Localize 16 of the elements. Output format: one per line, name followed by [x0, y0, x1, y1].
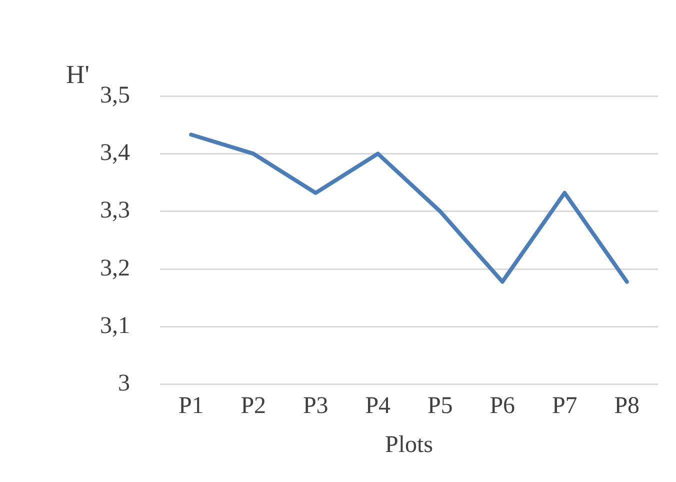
x-axis-title: Plots [384, 432, 434, 458]
y-tick-label: 3,5 [100, 82, 130, 108]
x-tick-label: P4 [365, 393, 391, 420]
y-tick-label: 3,2 [100, 255, 130, 282]
y-tick-label: 3,3 [100, 198, 130, 224]
y-tick-label: 3,4 [100, 140, 130, 166]
x-tick-label: P1 [178, 393, 204, 420]
x-tick-label: P5 [427, 393, 453, 420]
y-axis-title: H' [66, 60, 90, 89]
y-tick-label: 3,1 [100, 313, 130, 340]
x-tick-label: P8 [614, 393, 640, 420]
y-tick-label: 3 [118, 370, 130, 397]
x-tick-label: P3 [302, 393, 328, 420]
x-tick-label: P2 [240, 393, 266, 420]
x-tick-label: P6 [490, 393, 516, 420]
x-tick-label: P7 [552, 393, 578, 420]
